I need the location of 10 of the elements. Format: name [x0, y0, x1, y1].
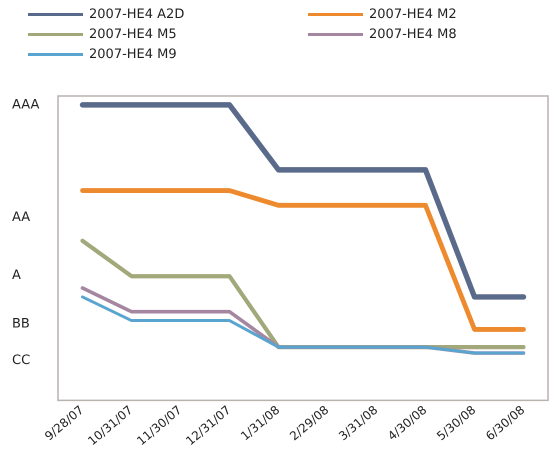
- legend-label: 2007-HE4 M8: [369, 26, 457, 42]
- text: A: [12, 268, 21, 283]
- text: CC: [12, 353, 30, 368]
- legend-label: 2007-HE4 A2D: [89, 6, 184, 22]
- text: AAA: [12, 98, 40, 113]
- legend-label: 2007-HE4 M2: [369, 6, 457, 22]
- legend-label: 2007-HE4 M5: [89, 26, 177, 42]
- legend-label: 2007-HE4 M9: [89, 46, 177, 62]
- text: BB: [12, 316, 30, 332]
- text: AA: [12, 210, 30, 226]
